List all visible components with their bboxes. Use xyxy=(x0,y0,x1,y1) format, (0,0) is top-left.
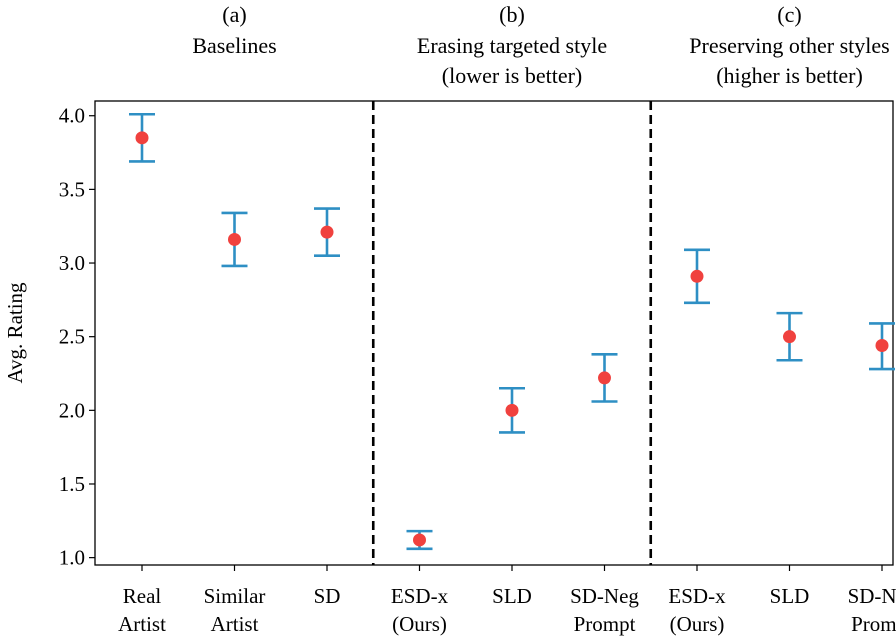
x-category-label: SD-Neg xyxy=(848,584,896,608)
data-point xyxy=(228,232,241,246)
x-category-label: Prompt xyxy=(574,612,636,636)
y-tick-label: 3.0 xyxy=(59,251,85,275)
x-category-label: Artist xyxy=(211,612,259,636)
data-point xyxy=(690,269,704,283)
plot-frame xyxy=(94,100,894,566)
x-category-label: Real xyxy=(123,584,162,608)
y-tick-label: 1.0 xyxy=(59,546,85,570)
y-axis-label: Avg. Rating xyxy=(3,282,27,384)
data-point xyxy=(875,339,889,353)
panel-title: (lower is better) xyxy=(442,63,583,88)
data-point xyxy=(505,403,519,417)
x-category-label: ESD-x xyxy=(668,584,726,608)
x-category-label: Similar xyxy=(204,584,266,608)
panel-title: Erasing targeted style xyxy=(417,33,607,58)
x-category-label: Prompt xyxy=(851,612,896,636)
x-category-label: Artist xyxy=(118,612,166,636)
x-category-label: SD xyxy=(314,584,341,608)
data-point xyxy=(320,225,334,239)
x-category-label: SD-Neg xyxy=(570,584,639,608)
x-category-label: (Ours) xyxy=(392,612,447,636)
x-category-label: SLD xyxy=(492,584,532,608)
panel-letter: (a) xyxy=(222,2,246,27)
panel-letter: (b) xyxy=(499,2,525,27)
panel-title: (higher is better) xyxy=(716,63,863,88)
data-point xyxy=(783,330,796,344)
x-category-label: SLD xyxy=(770,584,810,608)
panel-letter: (c) xyxy=(777,2,801,27)
x-category-label: ESD-x xyxy=(391,584,449,608)
chart-marks: 1.0 1.5 2.0 2.5 3.0 3.5 4.0 Real Artist Similar Ar… xyxy=(59,2,896,636)
data-point xyxy=(413,533,426,547)
y-tick-label: 3.5 xyxy=(59,177,85,201)
y-tick-label: 1.5 xyxy=(59,472,85,496)
panel-title: Preserving other styles xyxy=(689,33,889,58)
y-tick-label: 4.0 xyxy=(59,104,85,128)
y-tick-label: 2.0 xyxy=(59,398,85,422)
panel-title: Baselines xyxy=(192,33,276,58)
y-tick-label: 2.5 xyxy=(59,325,85,349)
x-category-label: (Ours) xyxy=(670,612,725,636)
data-point xyxy=(598,371,611,385)
data-point xyxy=(135,131,149,145)
